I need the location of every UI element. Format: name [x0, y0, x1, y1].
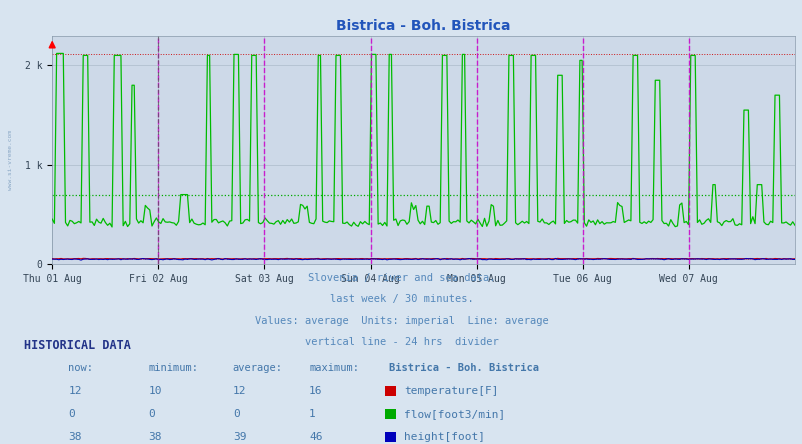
Text: now:: now: [68, 363, 93, 373]
Text: 1: 1 [309, 409, 315, 419]
Text: 16: 16 [309, 386, 322, 396]
Text: 10: 10 [148, 386, 162, 396]
Text: 12: 12 [233, 386, 246, 396]
Text: Bistrica - Boh. Bistrica: Bistrica - Boh. Bistrica [389, 363, 539, 373]
Text: minimum:: minimum: [148, 363, 198, 373]
Text: HISTORICAL DATA: HISTORICAL DATA [24, 338, 131, 352]
Text: 39: 39 [233, 432, 246, 442]
Text: vertical line - 24 hrs  divider: vertical line - 24 hrs divider [304, 337, 498, 347]
Text: average:: average: [233, 363, 282, 373]
Text: height[foot]: height[foot] [403, 432, 484, 442]
Text: Slovenia / river and sea data.: Slovenia / river and sea data. [307, 273, 495, 283]
Text: 38: 38 [148, 432, 162, 442]
Text: 0: 0 [68, 409, 75, 419]
Text: 0: 0 [233, 409, 239, 419]
Text: 12: 12 [68, 386, 82, 396]
Text: www.si-vreme.com: www.si-vreme.com [8, 130, 13, 190]
Title: Bistrica - Boh. Bistrica: Bistrica - Boh. Bistrica [336, 19, 510, 33]
Text: 0: 0 [148, 409, 155, 419]
Text: 38: 38 [68, 432, 82, 442]
Text: Values: average  Units: imperial  Line: average: Values: average Units: imperial Line: av… [254, 316, 548, 326]
Text: temperature[F]: temperature[F] [403, 386, 498, 396]
Text: last week / 30 minutes.: last week / 30 minutes. [329, 294, 473, 305]
Text: 46: 46 [309, 432, 322, 442]
Text: maximum:: maximum: [309, 363, 358, 373]
Text: flow[foot3/min]: flow[foot3/min] [403, 409, 504, 419]
